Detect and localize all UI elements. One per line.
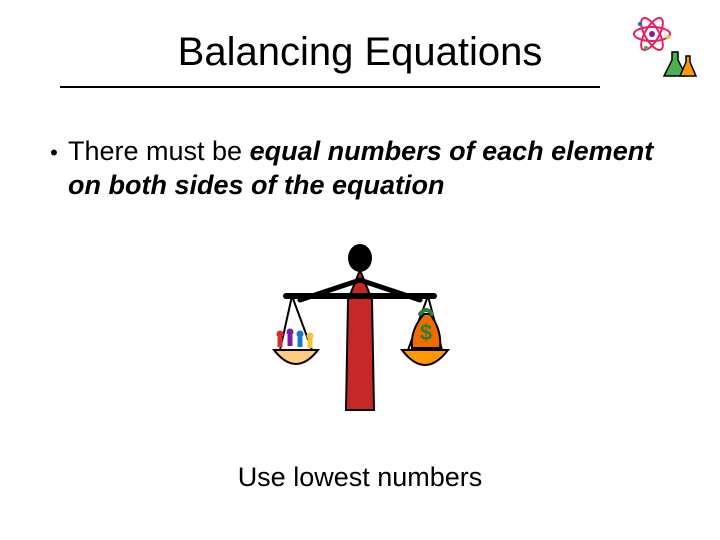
science-clipart-icon [630,12,702,84]
slide: Balancing Equations • [0,0,720,540]
balance-scale-image: $ [260,230,460,430]
bullet-prefix: There must be [68,136,250,166]
bullet-text: There must be equal numbers of each elem… [68,135,680,203]
bottom-caption: Use lowest numbers [0,462,720,493]
bullet-marker: • [40,135,68,167]
bullet-block: • There must be equal numbers of each el… [40,135,680,203]
title-underline [60,86,600,88]
dollar-sign: $ [420,320,432,345]
slide-title: Balancing Equations [0,30,720,75]
bullet-item: • There must be equal numbers of each el… [40,135,680,203]
